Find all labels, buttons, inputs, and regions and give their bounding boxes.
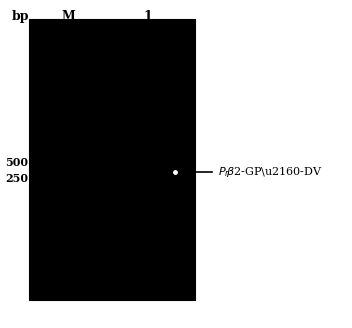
Text: $\mathit{P}_r\!\beta$2-GP\u2160-DV: $\mathit{P}_r\!\beta$2-GP\u2160-DV bbox=[218, 165, 323, 179]
Text: 500: 500 bbox=[5, 156, 28, 168]
Text: 250: 250 bbox=[5, 173, 28, 183]
Bar bbox=[30, 20, 195, 300]
Text: M: M bbox=[61, 10, 75, 23]
Text: bp: bp bbox=[12, 10, 30, 23]
Text: 1: 1 bbox=[144, 10, 152, 23]
